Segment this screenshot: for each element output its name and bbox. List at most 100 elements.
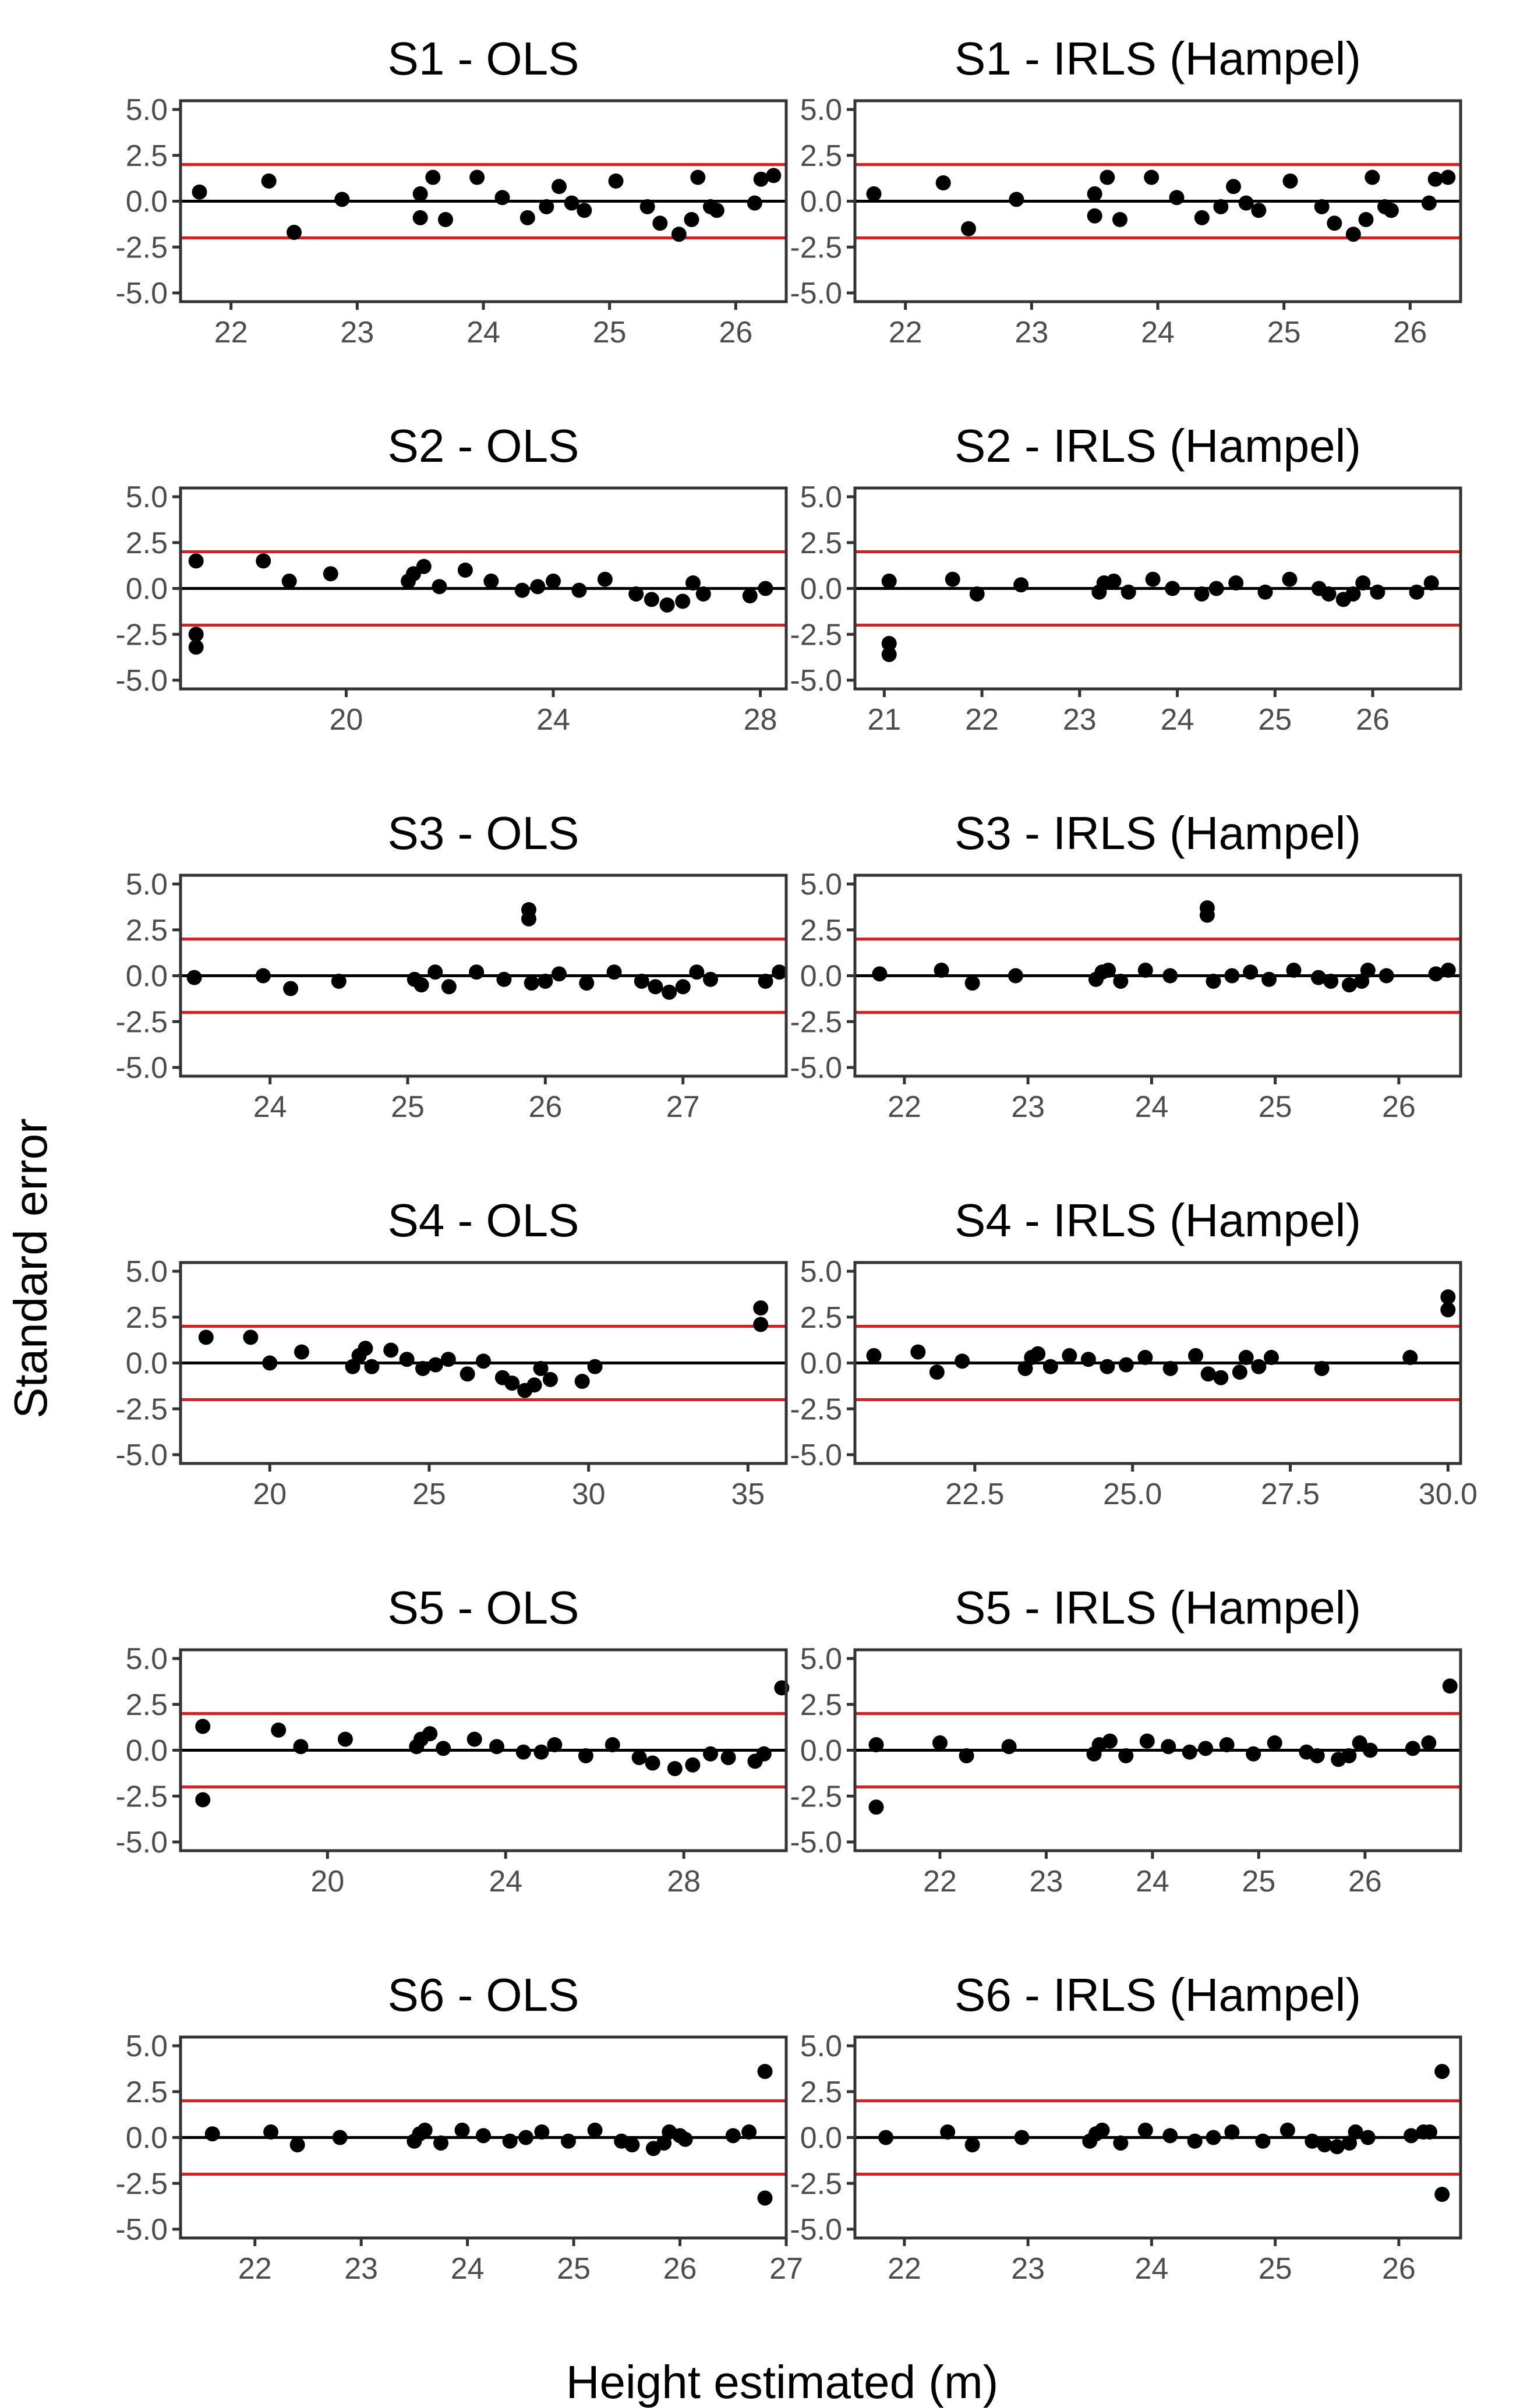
panel-title: S6 - IRLS (Hampel) — [955, 1969, 1361, 2021]
panel-title: S2 - IRLS (Hampel) — [955, 420, 1361, 472]
y-tick-label: -2.5 — [790, 1005, 842, 1039]
data-point — [427, 964, 443, 980]
x-tick-label: 26 — [1356, 703, 1390, 737]
data-point — [932, 1735, 948, 1751]
panel: S1 - OLS 5.0 2.5 0.0 -2.5 -5.0 22 23 24 25 26 — [115, 33, 788, 349]
data-point — [1341, 2135, 1357, 2151]
y-tick-label: 2.5 — [126, 1301, 168, 1335]
x-tick-label: 23 — [340, 316, 374, 349]
data-point — [1251, 203, 1267, 218]
panel-title: S3 - IRLS (Hampel) — [955, 807, 1361, 859]
panel-frame — [853, 99, 1462, 303]
y-tick-label: 5.0 — [800, 868, 842, 901]
data-point — [1310, 970, 1326, 985]
data-point — [747, 195, 762, 211]
data-point — [460, 1366, 475, 1382]
data-point — [1162, 2128, 1178, 2144]
panel-title: S5 - IRLS (Hampel) — [955, 1582, 1361, 1633]
y-tick-label: -2.5 — [790, 1780, 842, 1813]
data-point — [587, 2122, 603, 2138]
x-tick-label: 24 — [1134, 2252, 1168, 2286]
data-point — [1317, 2137, 1332, 2153]
data-point — [332, 2130, 348, 2145]
data-point — [534, 2124, 550, 2140]
data-point — [1100, 169, 1115, 185]
data-point — [1370, 584, 1385, 600]
data-point — [504, 1376, 520, 1391]
data-point — [364, 1359, 380, 1374]
data-point — [961, 221, 976, 236]
y-tick-label: 5.0 — [126, 868, 168, 901]
data-point — [1224, 2124, 1240, 2140]
data-point — [964, 2137, 980, 2153]
y-tick-label: 0.0 — [126, 185, 168, 219]
data-point — [1383, 203, 1399, 218]
panel: S3 - IRLS (Hampel) 5.0 2.5 0.0 -2.5 -5.0 22 23 2… — [790, 807, 1462, 1124]
data-point — [1341, 1748, 1357, 1763]
y-axis-title: Standard error — [5, 1118, 56, 1419]
x-tick-label: 30.0 — [1419, 1477, 1478, 1511]
panel-frame — [853, 874, 1462, 1078]
data-point — [1282, 173, 1298, 189]
x-tick-label: 25 — [1242, 1865, 1275, 1898]
data-point — [1101, 963, 1116, 978]
data-point — [574, 1374, 590, 1389]
data-point — [1200, 1366, 1216, 1382]
data-point — [1145, 571, 1161, 587]
y-tick-label: 2.5 — [800, 1688, 842, 1722]
panel-title: S4 - IRLS (Hampel) — [955, 1194, 1361, 1246]
panel-frame — [853, 1648, 1462, 1852]
data-point — [436, 1741, 451, 1756]
data-point — [1121, 584, 1136, 600]
data-point — [1341, 977, 1357, 993]
data-point — [271, 1722, 287, 1738]
data-point — [417, 2122, 433, 2138]
y-tick-label: 5.0 — [800, 1255, 842, 1289]
panel: S4 - IRLS (Hampel) 5.0 2.5 0.0 -2.5 -5.0 22.5 2… — [790, 1194, 1478, 1511]
y-tick-label: 0.0 — [800, 185, 842, 219]
data-point — [1062, 1348, 1077, 1363]
data-point — [1358, 212, 1374, 227]
data-point — [476, 1353, 491, 1369]
y-tick-label: 0.0 — [800, 1347, 842, 1381]
data-point — [955, 1353, 970, 1369]
data-point — [422, 1726, 438, 1742]
y-tick-label: 5.0 — [126, 1255, 168, 1289]
data-point — [695, 586, 711, 602]
y-tick-label: 2.5 — [126, 139, 168, 173]
y-tick-label: -2.5 — [115, 231, 168, 264]
data-point — [579, 975, 595, 991]
data-point — [195, 1792, 211, 1808]
data-point — [1404, 2128, 1419, 2144]
data-point — [1286, 963, 1302, 978]
data-point — [934, 963, 949, 978]
x-tick-label: 22 — [923, 1865, 957, 1898]
data-point — [1345, 586, 1361, 602]
panel: S2 - OLS 5.0 2.5 0.0 -2.5 -5.0 20 24 28 — [115, 420, 788, 737]
data-point — [645, 1755, 660, 1771]
data-point — [652, 215, 668, 231]
data-point — [709, 203, 724, 218]
data-point — [1009, 192, 1024, 207]
data-point — [331, 973, 347, 989]
data-point — [1379, 968, 1394, 984]
x-tick-label: 25.0 — [1103, 1477, 1162, 1511]
data-point — [577, 203, 592, 218]
panel-frame — [179, 874, 788, 1078]
x-tick-label: 23 — [1015, 316, 1048, 349]
data-point — [1139, 1733, 1155, 1749]
data-point — [910, 1344, 926, 1360]
y-tick-label: -5.0 — [790, 1051, 842, 1085]
data-point — [940, 2124, 956, 2140]
data-point — [1162, 968, 1178, 984]
y-tick-label: -5.0 — [790, 2213, 842, 2247]
data-point — [469, 964, 485, 980]
data-point — [519, 210, 535, 225]
data-point — [675, 979, 691, 995]
data-point — [1421, 1735, 1437, 1751]
x-tick-label: 20 — [330, 703, 363, 737]
data-point — [560, 2133, 576, 2149]
panel: S4 - OLS 5.0 2.5 0.0 -2.5 -5.0 20 25 30 35 — [115, 1194, 788, 1511]
x-tick-label: 27 — [769, 2252, 803, 2286]
data-point — [868, 1799, 884, 1815]
